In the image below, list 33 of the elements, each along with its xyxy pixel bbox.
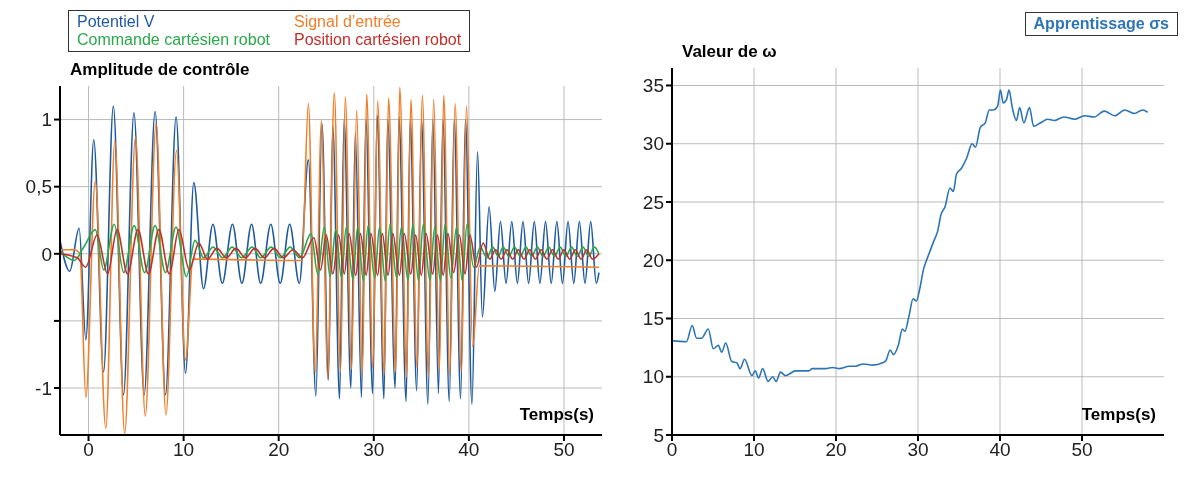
line-series (672, 89, 1149, 383)
x-tick-label: 20 (268, 439, 290, 461)
text: Signal d’entrée (293, 13, 402, 31)
y-tick-label: 0 (41, 243, 52, 265)
y-tick-label: 35 (642, 75, 664, 97)
y-tick-label: 20 (642, 249, 664, 271)
x-tick-label: 0 (666, 439, 678, 461)
y-axis-title: Amplitude de contrôle (70, 60, 250, 80)
y-tick-label: 30 (642, 133, 664, 155)
text: Position cartésien robot (293, 31, 462, 49)
y-tick-label: 15 (642, 308, 664, 330)
y-tick-label: 25 (642, 191, 664, 213)
x-tick-label: 40 (989, 439, 1011, 461)
y-tick-label: 0,5 (25, 176, 52, 198)
x-tick-label: 20 (825, 439, 847, 461)
text: Potentiel V (77, 13, 156, 31)
x-tick-label: 30 (907, 439, 929, 461)
y-tick-label: 10 (642, 366, 664, 388)
x-tick-label: 0 (83, 439, 94, 461)
x-axis-title: Temps(s) (519, 405, 594, 425)
x-tick-label: 40 (458, 439, 480, 461)
text: Commande cartésien robot (77, 31, 270, 49)
x-tick-label: 10 (173, 439, 195, 461)
x-tick-label: 50 (1071, 439, 1093, 461)
y-tick-label: 1 (41, 109, 52, 131)
x-axis-title: Temps(s) (1081, 405, 1156, 425)
x-tick-label: 10 (743, 439, 765, 461)
x-tick-label: 50 (553, 439, 575, 461)
y-tick-label: 5 (653, 424, 664, 446)
x-tick-label: 30 (363, 439, 385, 461)
text: Apprentissage σs (1033, 15, 1169, 33)
y-tick-label: -1 (35, 377, 52, 399)
y-axis-title: Valeur de ω (682, 42, 777, 62)
